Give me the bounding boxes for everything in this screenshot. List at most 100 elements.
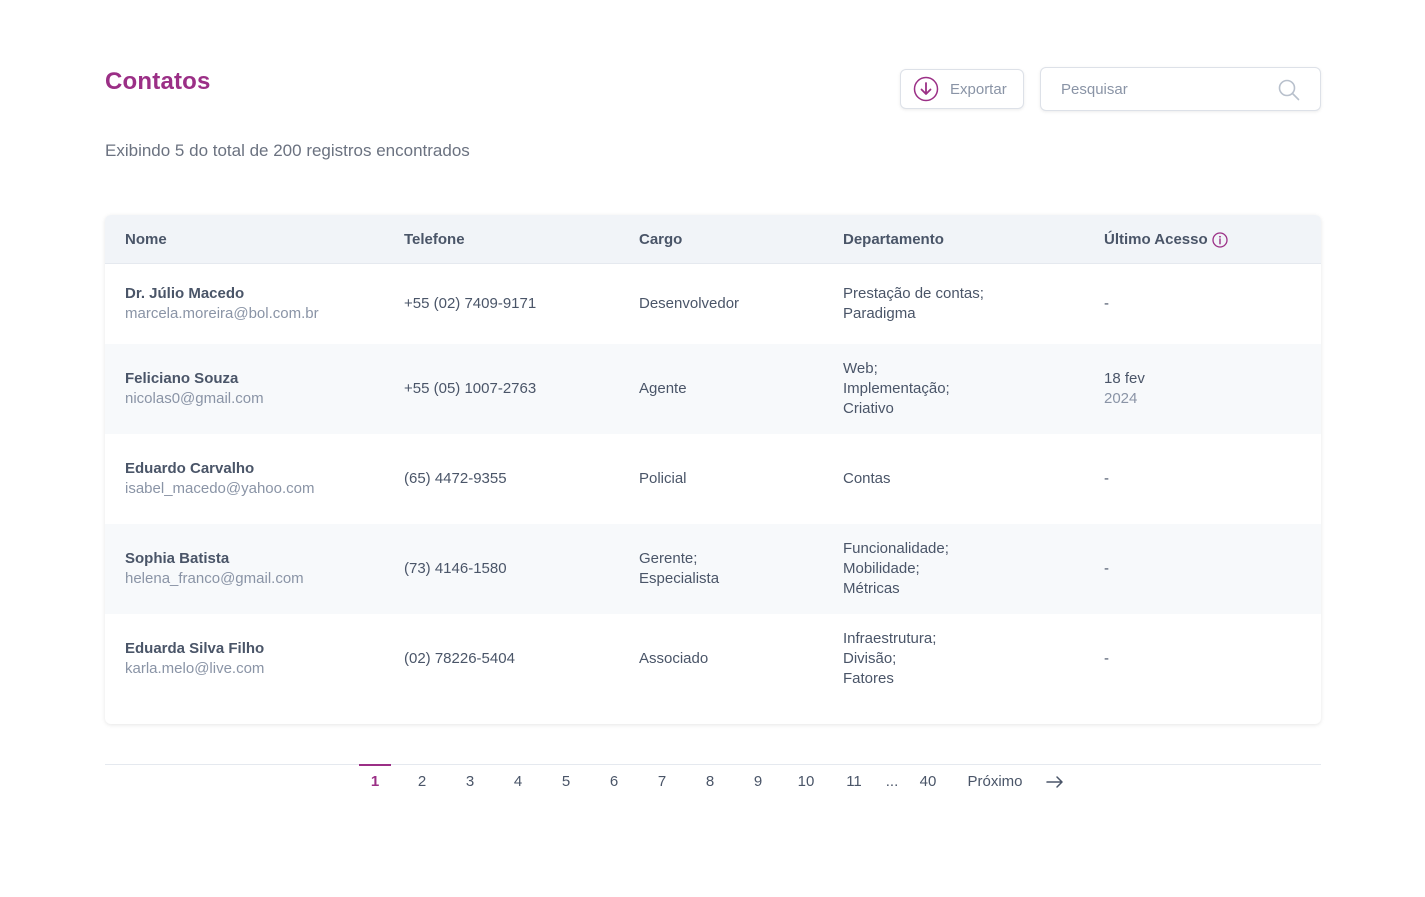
page-link-4[interactable]: 4 (513, 773, 523, 790)
export-button[interactable]: Exportar (900, 69, 1024, 109)
contact-email: marcela.moreira@bol.com.br (125, 305, 319, 322)
export-button-label: Exportar (950, 80, 1007, 98)
role-item: Policial (639, 470, 687, 487)
page-link-1[interactable]: 1 (370, 773, 380, 790)
contact-phone: +55 (02) 7409-9171 (404, 295, 537, 312)
contact-email: nicolas0@gmail.com (125, 390, 264, 407)
last-access-cell: 18 fev 2024 (1104, 344, 1145, 434)
phone-cell: +55 (05) 1007-2763 (404, 344, 536, 434)
phone-cell: (02) 78226-5404 (404, 614, 515, 704)
page-link-11[interactable]: 11 (846, 773, 862, 790)
department-item: Infraestrutura; (843, 630, 937, 647)
role-item: Associado (639, 650, 709, 667)
last-access-cell: - (1104, 434, 1109, 524)
contact-email: helena_franco@gmail.com (125, 570, 304, 587)
column-header-role: Cargo (639, 231, 683, 248)
role-item: Desenvolvedor (639, 295, 740, 312)
page-title: Contatos (105, 68, 211, 95)
department-cell: Funcionalidade; Mobilidade; Métricas (843, 524, 949, 614)
department-item: Prestação de contas; (843, 285, 984, 302)
page-link-7[interactable]: 7 (657, 773, 667, 790)
table-row[interactable]: Dr. Júlio Macedo marcela.moreira@bol.com… (105, 264, 1321, 344)
contact-name: Eduarda Silva Filho (125, 640, 265, 657)
arrow-down-circle-icon (913, 76, 939, 102)
contact-name: Feliciano Souza (125, 370, 239, 387)
department-item: Implementação; (843, 380, 950, 397)
department-item: Métricas (843, 580, 900, 597)
table-row[interactable]: Eduardo Carvalho isabel_macedo@yahoo.com… (105, 434, 1321, 524)
contact-cell: Sophia Batista helena_franco@gmail.com (125, 524, 304, 614)
contact-phone: (02) 78226-5404 (404, 650, 515, 667)
department-cell: Infraestrutura; Divisão; Fatores (843, 614, 936, 704)
phone-cell: (65) 4472-9355 (404, 434, 507, 524)
last-access-day: - (1104, 295, 1109, 312)
role-cell: Agente (639, 344, 687, 434)
column-header-last-access-label: Último Acesso (1104, 231, 1208, 248)
contact-name: Sophia Batista (125, 550, 230, 567)
department-item: Funcionalidade; (843, 540, 949, 557)
table-row[interactable]: Eduarda Silva Filho karla.melo@live.com … (105, 614, 1321, 704)
results-summary: Exibindo 5 do total de 200 registros enc… (105, 141, 470, 160)
table-header: Nome Telefone Cargo Departamento Último … (105, 215, 1321, 264)
phone-cell: (73) 4146-1580 (404, 524, 507, 614)
contact-email: isabel_macedo@yahoo.com (125, 480, 315, 497)
column-header-name: Nome (125, 231, 167, 248)
role-item: Gerente; (639, 550, 698, 567)
department-cell: Contas (843, 434, 891, 524)
department-cell: Web; Implementação; Criativo (843, 344, 950, 434)
phone-cell: +55 (02) 7409-9171 (404, 264, 536, 344)
department-item: Contas (843, 470, 891, 487)
page-ellipsis: ... (885, 773, 899, 790)
role-cell: Policial (639, 434, 687, 524)
role-cell: Associado (639, 614, 708, 704)
page-link-5[interactable]: 5 (561, 773, 571, 790)
page-link-3[interactable]: 3 (465, 773, 475, 790)
search-input[interactable] (1042, 69, 1262, 109)
contact-cell: Eduarda Silva Filho karla.melo@live.com (125, 614, 264, 704)
contact-phone: (65) 4472-9355 (404, 470, 507, 487)
department-item: Paradigma (843, 305, 916, 322)
pagination: 1 2 3 4 5 6 7 8 9 10 11 ... 40 Próximo (105, 764, 1321, 804)
column-header-last-access: Último Acesso (1104, 231, 1228, 248)
page-link-9[interactable]: 9 (753, 773, 763, 790)
page-link-40[interactable]: 40 (919, 773, 937, 790)
last-access-day: - (1104, 560, 1109, 577)
search-icon[interactable] (1277, 78, 1301, 102)
last-access-day: 18 fev (1104, 370, 1145, 387)
page-link-6[interactable]: 6 (609, 773, 619, 790)
contact-phone: +55 (05) 1007-2763 (404, 380, 537, 397)
contact-cell: Eduardo Carvalho isabel_macedo@yahoo.com (125, 434, 315, 524)
table-row[interactable]: Feliciano Souza nicolas0@gmail.com +55 (… (105, 344, 1321, 434)
search-box (1040, 67, 1321, 111)
page-link-10[interactable]: 10 (797, 773, 815, 790)
last-access-cell: - (1104, 264, 1109, 344)
role-cell: Gerente; Especialista (639, 524, 719, 614)
active-page-indicator (359, 764, 391, 766)
role-cell: Desenvolvedor (639, 264, 739, 344)
table-row[interactable]: Sophia Batista helena_franco@gmail.com (… (105, 524, 1321, 614)
last-access-day: - (1104, 470, 1109, 487)
last-access-cell: - (1104, 524, 1109, 614)
department-item: Criativo (843, 400, 894, 417)
page-link-2[interactable]: 2 (417, 773, 427, 790)
info-icon[interactable] (1211, 231, 1228, 248)
arrow-right-icon[interactable] (1045, 774, 1065, 790)
last-access-year: 2024 (1104, 390, 1138, 407)
next-page-link[interactable]: Próximo (967, 773, 1023, 790)
contact-phone: (73) 4146-1580 (404, 560, 507, 577)
last-access-day: - (1104, 650, 1109, 667)
column-header-phone: Telefone (404, 231, 465, 248)
department-item: Divisão; (843, 650, 897, 667)
contact-cell: Dr. Júlio Macedo marcela.moreira@bol.com… (125, 264, 319, 344)
page-link-8[interactable]: 8 (705, 773, 715, 790)
contacts-table: Nome Telefone Cargo Departamento Último … (105, 215, 1321, 724)
role-item: Especialista (639, 570, 720, 587)
department-item: Fatores (843, 670, 894, 687)
contact-cell: Feliciano Souza nicolas0@gmail.com (125, 344, 264, 434)
last-access-cell: - (1104, 614, 1109, 704)
department-item: Web; (843, 360, 878, 377)
contact-name: Eduardo Carvalho (125, 460, 255, 477)
department-cell: Prestação de contas; Paradigma (843, 264, 984, 344)
contact-email: karla.melo@live.com (125, 660, 265, 677)
department-item: Mobilidade; (843, 560, 920, 577)
